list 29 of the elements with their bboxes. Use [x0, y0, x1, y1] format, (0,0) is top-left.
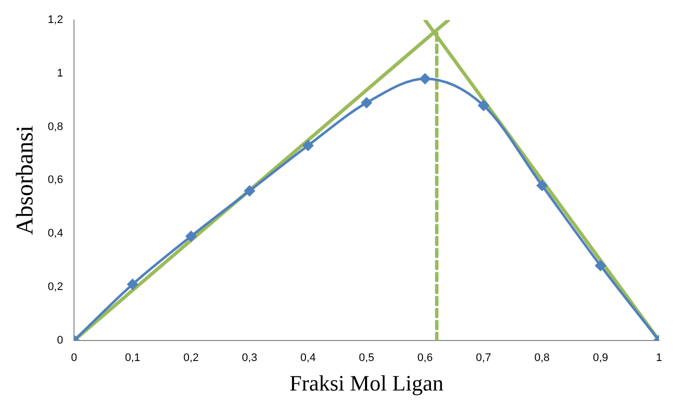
point	[361, 98, 372, 108]
y-tick-label: 0,2	[48, 281, 64, 294]
point	[420, 73, 430, 84]
y-tick-label: 0,6	[48, 174, 64, 186]
x-tick-label: 0,1	[124, 352, 140, 364]
x-tick-label: 0,3	[242, 352, 258, 364]
x-tick-label: 0,2	[183, 352, 199, 364]
point	[536, 180, 548, 191]
x-tick-label: 0,9	[592, 352, 608, 364]
y-tick-label: 1	[56, 67, 64, 80]
x-tick-label: 0,6	[417, 352, 433, 364]
x-tick-label: 0,4	[300, 352, 316, 364]
x-tick-label: 0,7	[476, 352, 492, 364]
point	[478, 100, 489, 111]
point	[302, 140, 314, 151]
x-tick-label: 1	[656, 352, 662, 364]
x-tick-label: 0,5	[358, 352, 374, 364]
point	[595, 260, 606, 271]
y-axis-title: Absorbansi	[12, 125, 39, 235]
x-tick-label: 0,8	[534, 352, 550, 364]
y-tick-label: 0,8	[48, 120, 64, 133]
x-tick-label: 0	[71, 352, 78, 364]
point	[127, 279, 138, 290]
y-tick-label: 0	[56, 334, 64, 346]
point	[244, 186, 255, 196]
x-axis-title: Fraksi Mol Ligan	[290, 370, 444, 396]
y-tick-label: 1,2	[48, 14, 64, 26]
point	[186, 231, 196, 242]
y-tick-label: 0,4	[48, 228, 64, 240]
